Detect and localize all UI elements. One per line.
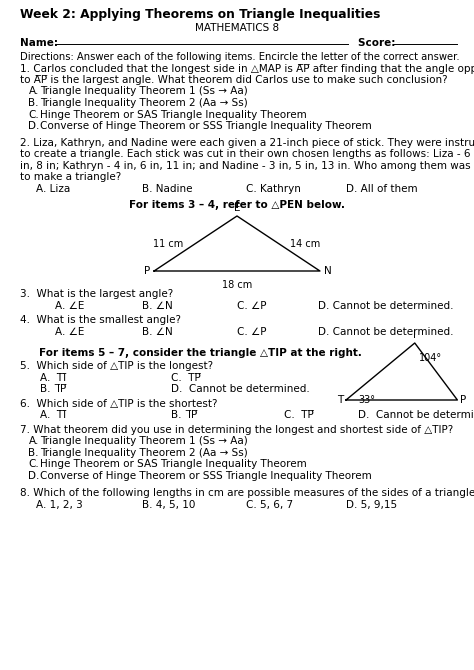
Text: D. Cannot be determined.: D. Cannot be determined.	[318, 326, 453, 336]
Text: Converse of Hinge Theorem or SSS Triangle Inequality Theorem: Converse of Hinge Theorem or SSS Triangl…	[40, 121, 372, 131]
Text: C.  T̅P̅: C. T̅P̅	[284, 410, 314, 420]
Text: in, 8 in; Kathryn - 4 in, 6 in, 11 in; and Nadine - 3 in, 5 in, 13 in. Who among: in, 8 in; Kathryn - 4 in, 6 in, 11 in; a…	[20, 161, 474, 170]
Text: A.  T̅I̅: A. T̅I̅	[40, 373, 66, 383]
Text: A. Liza: A. Liza	[36, 184, 70, 194]
Text: Week 2: Applying Theorems on Triangle Inequalities: Week 2: Applying Theorems on Triangle In…	[20, 8, 380, 21]
Text: D. 5, 9,15: D. 5, 9,15	[346, 500, 397, 509]
Text: 33°: 33°	[358, 395, 375, 405]
Text: A.: A.	[28, 86, 39, 96]
Text: MATHEMATICS 8: MATHEMATICS 8	[195, 23, 279, 33]
Text: B. ∠N: B. ∠N	[142, 326, 173, 336]
Text: For items 3 – 4, refer to △PEN below.: For items 3 – 4, refer to △PEN below.	[129, 200, 345, 210]
Text: For items 5 – 7, consider the triangle △TIP at the right.: For items 5 – 7, consider the triangle △…	[39, 348, 362, 358]
Text: to create a triangle. Each stick was cut in their own chosen lengths as follows:: to create a triangle. Each stick was cut…	[20, 149, 474, 159]
Text: D.: D.	[28, 121, 40, 131]
Text: Triangle Inequality Theorem 2 (Aa → Ss): Triangle Inequality Theorem 2 (Aa → Ss)	[40, 98, 247, 108]
Text: to make a triangle?: to make a triangle?	[20, 172, 121, 182]
Text: Triangle Inequality Theorem 2 (Aa → Ss): Triangle Inequality Theorem 2 (Aa → Ss)	[40, 448, 247, 458]
Text: 104°: 104°	[419, 353, 442, 363]
Text: D.  Cannot be determined.: D. Cannot be determined.	[171, 384, 310, 394]
Text: B. ∠N: B. ∠N	[142, 301, 173, 310]
Text: Directions: Answer each of the following items. Encircle the letter of the corre: Directions: Answer each of the following…	[20, 52, 459, 62]
Text: P: P	[460, 395, 467, 405]
Text: Triangle Inequality Theorem 1 (Ss → Aa): Triangle Inequality Theorem 1 (Ss → Aa)	[40, 86, 247, 96]
Text: T: T	[337, 395, 343, 405]
Text: 11 cm: 11 cm	[153, 239, 183, 249]
Text: A. ∠E: A. ∠E	[55, 301, 84, 310]
Text: D. All of them: D. All of them	[346, 184, 418, 194]
Text: C. 5, 6, 7: C. 5, 6, 7	[246, 500, 293, 509]
Text: D. Cannot be determined.: D. Cannot be determined.	[318, 301, 453, 310]
Text: I: I	[413, 330, 416, 340]
Text: 6.  Which side of △TIP is the shortest?: 6. Which side of △TIP is the shortest?	[20, 399, 218, 409]
Text: A.: A.	[28, 436, 39, 446]
Text: Hinge Theorem or SAS Triangle Inequality Theorem: Hinge Theorem or SAS Triangle Inequality…	[40, 459, 307, 469]
Text: 18 cm: 18 cm	[222, 280, 252, 290]
Text: 5.  Which side of △TIP is the longest?: 5. Which side of △TIP is the longest?	[20, 361, 213, 371]
Text: Converse of Hinge Theorem or SSS Triangle Inequality Theorem: Converse of Hinge Theorem or SSS Triangl…	[40, 470, 372, 480]
Text: D.: D.	[28, 470, 40, 480]
Text: 4.  What is the smallest angle?: 4. What is the smallest angle?	[20, 315, 181, 325]
Text: Hinge Theorem or SAS Triangle Inequality Theorem: Hinge Theorem or SAS Triangle Inequality…	[40, 109, 307, 119]
Text: 8. Which of the following lengths in cm are possible measures of the sides of a : 8. Which of the following lengths in cm …	[20, 488, 474, 498]
Text: 14 cm: 14 cm	[291, 239, 321, 249]
Text: C.  T̅P̅: C. T̅P̅	[171, 373, 201, 383]
Text: A. 1, 2, 3: A. 1, 2, 3	[36, 500, 82, 509]
Text: P: P	[144, 266, 150, 276]
Text: B.  I̅P̅: B. I̅P̅	[171, 410, 197, 420]
Text: to A̅P̅ is the largest angle. What theorem did Carlos use to make such conclusio: to A̅P̅ is the largest angle. What theor…	[20, 75, 447, 85]
Text: B.: B.	[28, 448, 39, 458]
Text: C.: C.	[28, 459, 39, 469]
Text: B.  I̅P̅: B. I̅P̅	[40, 384, 66, 394]
Text: E: E	[234, 203, 240, 213]
Text: Score:: Score:	[358, 38, 399, 48]
Text: B. Nadine: B. Nadine	[142, 184, 193, 194]
Text: A. ∠E: A. ∠E	[55, 326, 84, 336]
Text: 2. Liza, Kathryn, and Nadine were each given a 21-inch piece of stick. They were: 2. Liza, Kathryn, and Nadine were each g…	[20, 137, 474, 147]
Text: D.  Cannot be determined.: D. Cannot be determined.	[358, 410, 474, 420]
Text: Triangle Inequality Theorem 1 (Ss → Aa): Triangle Inequality Theorem 1 (Ss → Aa)	[40, 436, 247, 446]
Text: 1. Carlos concluded that the longest side in △MAP is A̅P̅ after finding that the: 1. Carlos concluded that the longest sid…	[20, 64, 474, 74]
Text: B. 4, 5, 10: B. 4, 5, 10	[142, 500, 196, 509]
Text: 3.  What is the largest angle?: 3. What is the largest angle?	[20, 289, 173, 299]
Text: C. ∠P: C. ∠P	[237, 301, 266, 310]
Text: N: N	[324, 266, 332, 276]
Text: C. Kathryn: C. Kathryn	[246, 184, 301, 194]
Text: 7. What theorem did you use in determining the longest and shortest side of △TIP: 7. What theorem did you use in determini…	[20, 425, 453, 435]
Text: Name:: Name:	[20, 38, 62, 48]
Text: A.  T̅I̅: A. T̅I̅	[40, 410, 66, 420]
Text: C.: C.	[28, 109, 39, 119]
Text: B.: B.	[28, 98, 39, 108]
Text: C. ∠P: C. ∠P	[237, 326, 266, 336]
